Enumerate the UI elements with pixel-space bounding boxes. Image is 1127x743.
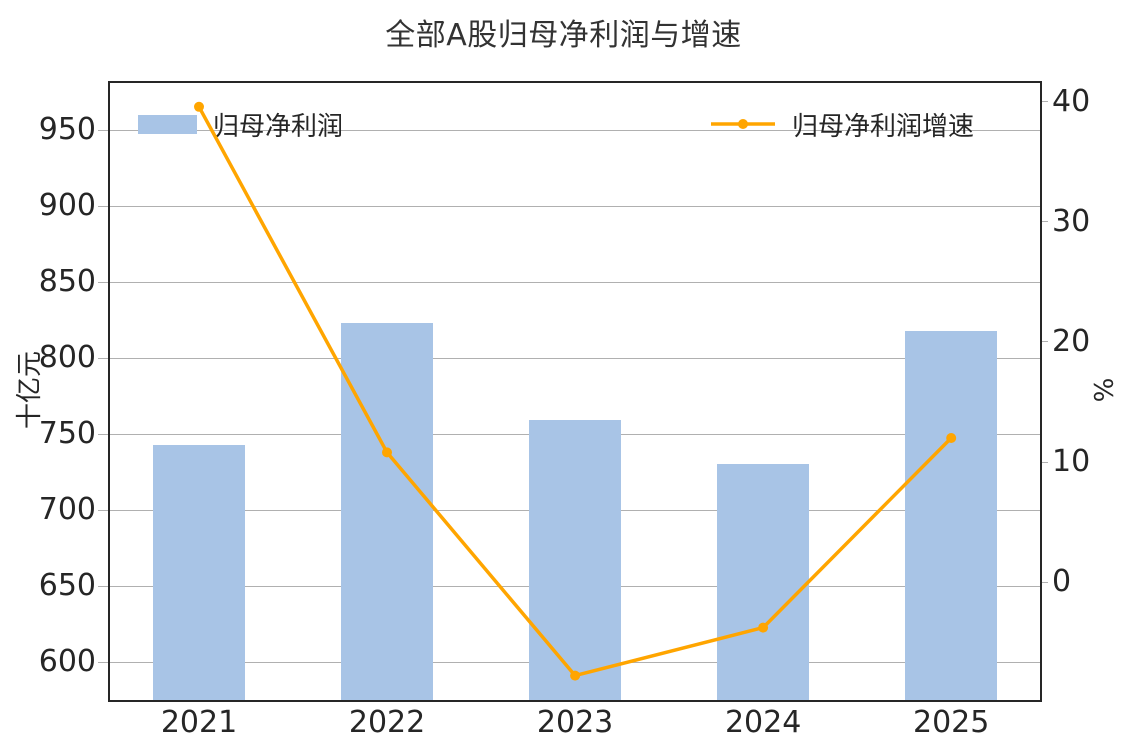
left-tick-mark bbox=[98, 585, 110, 587]
gridline bbox=[110, 205, 1040, 207]
right-tick-mark bbox=[1040, 341, 1048, 343]
x-tick-label: 2023 bbox=[536, 705, 614, 740]
bar-2022 bbox=[341, 323, 434, 700]
y-tick-label-left: 800 bbox=[38, 340, 96, 376]
left-tick-mark bbox=[98, 661, 110, 663]
left-tick-mark bbox=[98, 509, 110, 511]
y-tick-label-right: 30 bbox=[1052, 203, 1091, 239]
y-tick-label-right: 20 bbox=[1052, 323, 1091, 359]
bar-legend-swatch bbox=[138, 114, 197, 134]
y-tick-label-left: 600 bbox=[38, 644, 96, 679]
left-tick-mark bbox=[98, 205, 110, 207]
legend-item-line: 归母净利润增速 bbox=[710, 107, 975, 142]
line-legend-label: 归母净利润增速 bbox=[792, 111, 975, 142]
line-legend-swatch bbox=[711, 119, 775, 129]
y-tick-label-left: 950 bbox=[38, 112, 96, 148]
bar-2024 bbox=[717, 464, 810, 700]
y-tick-label-right: 0 bbox=[1052, 564, 1072, 600]
left-tick-mark bbox=[98, 281, 110, 283]
chart-title: 全部A股归母净利润与增速 bbox=[385, 18, 742, 53]
x-tick-label: 2025 bbox=[912, 705, 990, 740]
right-tick-mark bbox=[1040, 581, 1048, 583]
y-tick-label-left: 850 bbox=[38, 264, 96, 300]
legend-item-bar: 归母净利润 bbox=[138, 107, 344, 142]
bar-2025 bbox=[905, 330, 998, 700]
y-tick-label-left: 750 bbox=[38, 416, 96, 452]
right-tick-mark bbox=[1040, 461, 1048, 463]
left-axis-label: 十亿元 bbox=[15, 351, 45, 430]
x-tick-label: 2024 bbox=[724, 705, 802, 740]
gridline bbox=[110, 281, 1040, 283]
y-tick-label-left: 650 bbox=[38, 568, 96, 604]
y-tick-label-right: 10 bbox=[1052, 444, 1091, 479]
left-tick-mark bbox=[98, 433, 110, 435]
y-tick-label-left: 700 bbox=[38, 492, 96, 528]
y-tick-label-right: 40 bbox=[1052, 83, 1091, 119]
bar-2023 bbox=[529, 420, 622, 700]
right-tick-mark bbox=[1040, 101, 1048, 103]
left-tick-mark bbox=[98, 129, 110, 131]
x-tick-label: 2021 bbox=[160, 705, 238, 740]
x-tick-label: 2022 bbox=[348, 705, 426, 740]
gridline bbox=[110, 357, 1040, 359]
bar-legend-label: 归母净利润 bbox=[213, 111, 344, 142]
bar-2021 bbox=[153, 444, 245, 700]
y-tick-label-left: 900 bbox=[38, 188, 96, 224]
right-tick-mark bbox=[1040, 221, 1048, 223]
left-tick-mark bbox=[98, 357, 110, 359]
